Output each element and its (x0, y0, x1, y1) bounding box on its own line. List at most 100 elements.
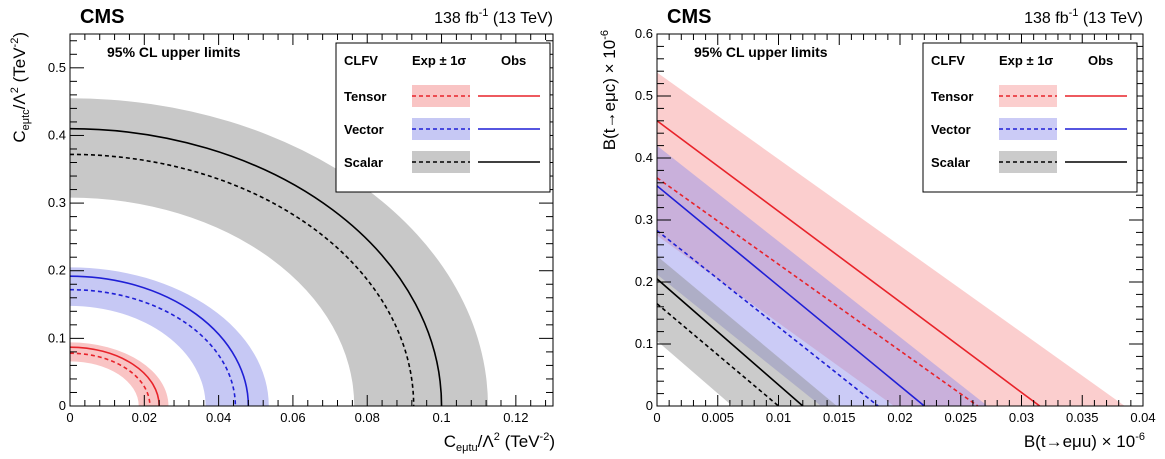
luminosity-unit-exponent: -1 (1069, 7, 1079, 19)
x-label-tail: /Λ (478, 432, 495, 451)
y-tick-label: 0.2 (635, 274, 653, 289)
x-label-unit-sup: -2 (540, 431, 550, 443)
x-tick-label: 0.12 (503, 410, 528, 425)
y-label-tail-sup: 2 (9, 87, 21, 93)
annotation-label: 95% CL upper limits (107, 44, 241, 60)
legend-header-expected: Exp ± 1σ (412, 53, 466, 68)
legend-header-category: CLFV (344, 53, 378, 68)
y-tick-label: 0.5 (48, 60, 66, 75)
x-label-main: C (444, 432, 456, 451)
x-tick-label: 0.08 (355, 410, 380, 425)
y-tick-label: 0.6 (635, 26, 653, 41)
y-label-unit: (TeV (10, 47, 29, 87)
legend-label-vector: Vector (344, 122, 384, 137)
y-axis-label: Ceμtc/Λ2 (TeV-2) (9, 32, 32, 143)
plot-area (70, 98, 488, 406)
x-label-unit: (TeV (500, 432, 540, 451)
experiment-label: CMS (667, 6, 711, 28)
y-label-close: ) (10, 32, 29, 38)
legend-header-expected: Exp ± 1σ (999, 53, 1053, 68)
legend-label-scalar: Scalar (344, 155, 383, 170)
vector-observed-line (657, 185, 925, 406)
plot-area (657, 72, 1125, 406)
scalar-expected-line (657, 303, 780, 406)
y-tick-label: 0 (59, 398, 66, 413)
scalar-observed-line (70, 127, 443, 406)
luminosity-value: 138 fb (434, 10, 479, 27)
tensor-observed-line (657, 120, 1041, 406)
legend-label-tensor: Tensor (344, 89, 386, 104)
y-tick-label: 0.2 (48, 263, 66, 278)
x-tick-label: 0.1 (432, 410, 450, 425)
y-tick-label: 0 (646, 398, 653, 413)
x-tick-label: 0.04 (206, 410, 231, 425)
legend-label-tensor: Tensor (931, 89, 973, 104)
x-tick-label: 0.03 (1009, 410, 1034, 425)
tensor-expected-line (657, 177, 979, 406)
y-tick-label: 0.1 (635, 336, 653, 351)
tensor-expected-band (70, 342, 169, 406)
y-tick-label: 0.1 (48, 330, 66, 345)
scalar-expected-line (70, 153, 415, 406)
vector-expected-line (70, 288, 237, 406)
y-tick-label: 0.4 (48, 127, 66, 142)
scalar-expected-band (70, 98, 488, 406)
y-tick-label: 0.4 (635, 150, 653, 165)
x-tick-label: 0.035 (1066, 410, 1099, 425)
luminosity-value: 138 fb (1024, 10, 1069, 27)
y-label-main: C (10, 130, 29, 142)
tensor-observed-line (70, 346, 160, 406)
y-label-subscript: eμtc (20, 109, 32, 131)
energy-label: (13 TeV) (488, 10, 553, 27)
x-axis-label: Ceμtu/Λ2 (TeV-2) (444, 431, 555, 454)
x-tick-label: 0 (653, 410, 660, 425)
x-label-tail-sup: 2 (494, 431, 500, 443)
x-tick-label: 0.02 (132, 410, 157, 425)
annotation-label: 95% CL upper limits (694, 44, 828, 60)
legend: CLFV Exp ± 1σ Obs Tensor Vector Scalar (335, 42, 551, 193)
x-label-subscript: eμtu (456, 442, 478, 454)
vector-observed-line (70, 275, 250, 406)
x-tick-label: 0.015 (823, 410, 856, 425)
legend-header-observed: Obs (501, 53, 526, 68)
x-tick-label: 0.005 (701, 410, 734, 425)
x-tick-label: 0 (66, 410, 73, 425)
legend-header-observed: Obs (1088, 53, 1113, 68)
y-tick-label: 0.3 (635, 212, 653, 227)
x-tick-label: 0.02 (887, 410, 912, 425)
branching-ratio-limit-panel: 0 0.005 0.01 0.015 0.02 0.025 0.03 0.035 0.04 0 0.… (599, 6, 1156, 451)
tensor-expected-line (70, 352, 151, 406)
legend-label-scalar: Scalar (931, 155, 970, 170)
legend-label-vector: Vector (931, 122, 971, 137)
plot-frame (69, 33, 554, 407)
x-axis-label: B(t→eμu) × 10-6 (1024, 431, 1145, 451)
tensor-expected-band (657, 72, 1125, 406)
y-axis-label: B(t→eμc) × 10-6 (599, 30, 619, 150)
experiment-label: CMS (80, 6, 124, 28)
y-tick-label: 0.5 (635, 88, 653, 103)
luminosity-label: 138 fb-1 (13 TeV) (434, 7, 553, 27)
vector-expected-line (657, 229, 879, 406)
legend-header-category: CLFV (931, 53, 965, 68)
legend-box (922, 42, 1138, 193)
x-tick-label: 0.04 (1130, 410, 1155, 425)
x-tick-label: 0.01 (766, 410, 791, 425)
y-label-main: B(t→eμc) × 10 (600, 40, 619, 150)
vector-expected-band (70, 267, 269, 406)
y-label-tail: /Λ (10, 93, 29, 110)
scalar-observed-line (657, 278, 804, 406)
energy-label: (13 TeV) (1078, 10, 1143, 27)
y-tick-label: 0.3 (48, 195, 66, 210)
x-label-main: B(t→eμu) × 10 (1024, 432, 1135, 451)
y-label-exponent: -6 (599, 30, 611, 40)
x-tick-label: 0.06 (280, 410, 305, 425)
scalar-expected-band (657, 255, 837, 406)
x-label-exponent: -6 (1135, 431, 1145, 443)
luminosity-label: 138 fb-1 (13 TeV) (1024, 7, 1143, 27)
y-label-unit-sup: -2 (9, 38, 21, 48)
vector-expected-band (657, 145, 988, 406)
legend: CLFV Exp ± 1σ Obs Tensor Vector Scalar (922, 42, 1138, 193)
x-label-close: ) (549, 432, 555, 451)
luminosity-unit-exponent: -1 (479, 7, 489, 19)
